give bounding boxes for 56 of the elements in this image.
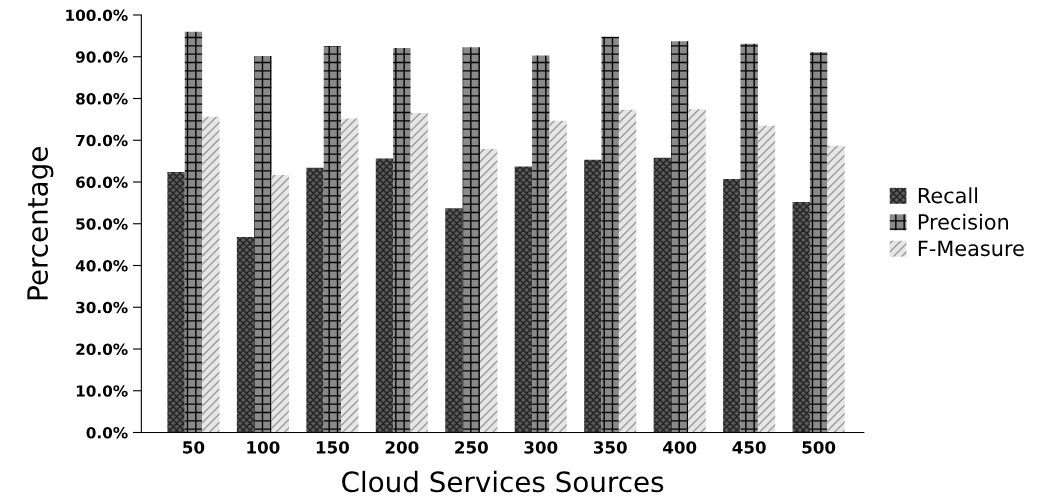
x-tick-label: 50 [183, 441, 205, 454]
bar [375, 158, 394, 433]
bar [341, 118, 359, 433]
x-axis-title: Cloud Services Sources [342, 470, 664, 493]
y-tick-label: 70.0% [76, 134, 128, 147]
bar [202, 116, 220, 433]
y-tick-label: 30.0% [76, 301, 128, 314]
bar [184, 31, 203, 433]
y-tick-label: 10.0% [76, 385, 128, 397]
y-tick-label: 0.0% [86, 426, 128, 439]
y-tick-label: 40.0% [75, 259, 128, 272]
bar [306, 167, 324, 433]
bar [532, 55, 550, 433]
x-tick-label: 200 [385, 441, 419, 454]
x-tick-label: 400 [663, 441, 697, 454]
bar [236, 237, 255, 433]
y-tick-label: 90.0% [75, 51, 128, 63]
x-tick-label: 450 [732, 441, 766, 454]
x-tick-label: 100 [247, 441, 280, 454]
y-tick-label: 20.0% [76, 343, 128, 356]
bar [479, 149, 498, 433]
bar [584, 159, 602, 433]
legend-label: Recall [918, 187, 978, 204]
bar [601, 36, 619, 433]
y-tick-label: 100.0% [66, 9, 128, 22]
bar [410, 113, 428, 433]
bar [254, 55, 272, 433]
bar [723, 179, 741, 433]
x-tick-label: 150 [316, 441, 349, 454]
bar [549, 120, 567, 433]
bar [167, 171, 185, 433]
bar [792, 202, 810, 433]
legend-label: Precision [918, 213, 1009, 230]
bar [671, 41, 689, 433]
bar [809, 52, 828, 433]
legend-label: F-Measure [918, 240, 1024, 257]
y-tick-label: 60.0% [76, 176, 128, 189]
bar [514, 166, 533, 433]
bar [323, 45, 342, 433]
x-tick-label: 250 [455, 441, 488, 454]
bar [271, 174, 289, 433]
x-tick-label: 350 [593, 441, 627, 454]
bar [827, 145, 845, 433]
y-tick-label: 50.0% [76, 218, 128, 230]
bar [462, 47, 480, 433]
x-tick-label: 300 [524, 441, 558, 454]
y-axis-title: Percentage [27, 147, 54, 300]
bar [757, 125, 776, 433]
bar [393, 47, 411, 433]
bar [653, 157, 672, 433]
x-tick-label: 500 [802, 441, 836, 454]
bar [445, 208, 463, 433]
bar [688, 109, 706, 433]
bar [740, 43, 758, 433]
y-tick-label: 80.0% [76, 92, 128, 105]
bar [618, 109, 637, 433]
